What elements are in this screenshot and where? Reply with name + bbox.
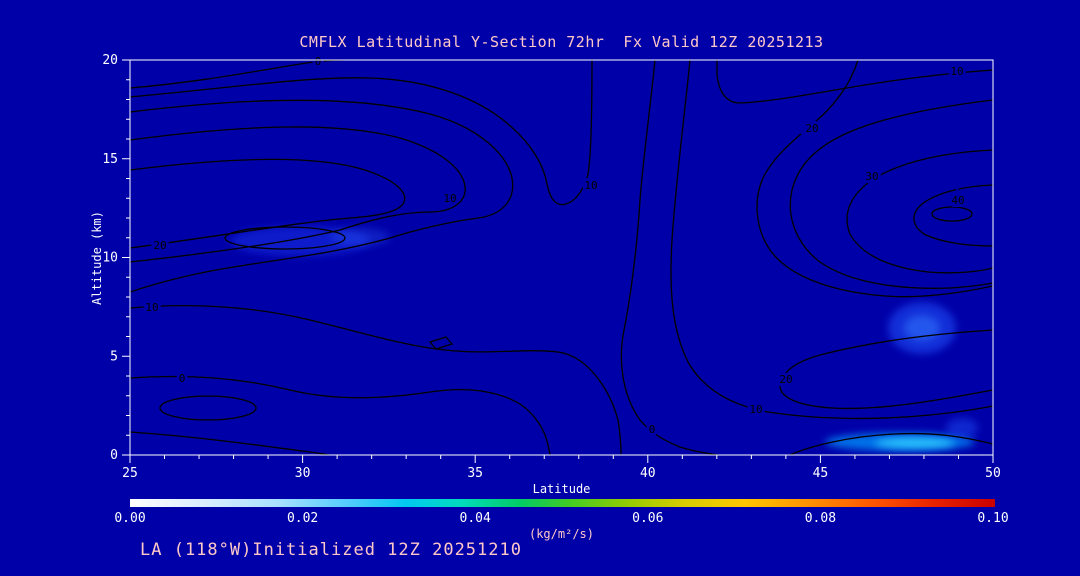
contour-label: 10 [950, 65, 963, 78]
contour-line-20 [779, 329, 993, 410]
y-tick-label: 0 [110, 448, 118, 463]
contour-line-x [428, 336, 454, 350]
colorbar-tick-label: 0.06 [632, 511, 664, 526]
colorbar-tick-label: 0.00 [114, 511, 146, 526]
contour-label: 10 [443, 192, 456, 205]
contour-line-10 [130, 60, 593, 206]
contour-line-40 [913, 184, 993, 247]
contour-label: 20 [779, 373, 792, 386]
plot-title: CMFLX Latitudinal Y-Section 72hr Fx Vali… [299, 33, 824, 51]
contour-line-0 [130, 375, 551, 455]
contour-line-0 [620, 60, 719, 455]
y-tick-label: 15 [102, 152, 118, 167]
contour-label: 10 [145, 301, 158, 314]
colorbar-tick-label: 0.08 [804, 511, 837, 526]
x-axis-title: Latitude [532, 482, 591, 496]
contour-line-x [789, 99, 993, 289]
y-tick-label: 20 [102, 53, 118, 68]
contour-label: 20 [153, 239, 166, 252]
contour-label: 30 [865, 170, 878, 183]
contour-line-10 [716, 60, 993, 104]
contour-line-x [159, 395, 257, 421]
contour-label: 0 [179, 372, 186, 385]
contour-line-10 [670, 60, 993, 420]
x-tick-label: 45 [813, 466, 829, 481]
colorbar [130, 499, 995, 507]
init-annotation: LA (118°W)Initialized 12Z 20251210 [140, 540, 522, 560]
shading-blobs [230, 226, 978, 451]
contour-line-20 [756, 60, 993, 298]
contour-line-x [931, 206, 973, 222]
x-tick-label: 25 [122, 466, 138, 481]
contour-line-10 [789, 432, 993, 455]
contour-label: 10 [584, 179, 597, 192]
contour-label: 0 [649, 423, 656, 436]
y-axis-title: Altitude (km) [90, 211, 104, 305]
x-tick-label: 30 [295, 466, 311, 481]
flux-shading-blob [946, 418, 978, 438]
contour-labels: 0 10 10 10 20 20 30 40 10 0 20 10 0 [142, 52, 967, 439]
contour-label: 40 [951, 194, 964, 207]
contour-label: 20 [805, 122, 818, 135]
contour-line-0 [130, 60, 346, 89]
colorbar-units: (kg/m²/s) [528, 527, 595, 541]
flux-shading-blob [875, 438, 955, 448]
contour-line-20 [130, 158, 406, 249]
contour-line-30 [846, 149, 993, 274]
contour-line-10 [130, 99, 514, 293]
colorbar-tick-label: 0.04 [459, 511, 491, 526]
contour-label: 10 [749, 403, 762, 416]
x-tick-label: 35 [467, 466, 483, 481]
colorbar-tick-label: 0.10 [977, 511, 1009, 526]
contour-line-x [130, 126, 466, 263]
contour-lines [130, 60, 993, 455]
y-tick-label: 10 [102, 251, 118, 266]
colorbar-tick-label: 0.02 [286, 511, 319, 526]
flux-shading-blob [904, 315, 940, 341]
x-tick-label: 50 [985, 466, 1001, 481]
axis-ticks [122, 59, 994, 463]
contour-line-x [224, 226, 346, 250]
axis-tick-labels: 25 30 35 40 45 50 0 5 10 15 20 [102, 53, 1000, 481]
contour-label: 0 [315, 55, 322, 68]
y-tick-label: 5 [110, 349, 118, 364]
x-tick-label: 40 [640, 466, 656, 481]
plot-frame [129, 59, 994, 456]
contour-line-x [130, 431, 331, 455]
contour-line-10 [130, 305, 622, 455]
